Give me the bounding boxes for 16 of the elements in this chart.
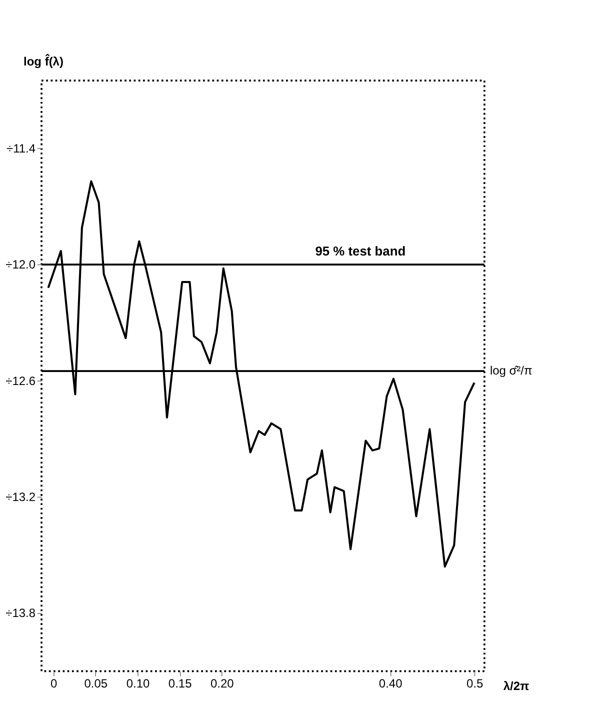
- y-tick-label: ÷12.6: [6, 374, 36, 388]
- y-tick-label: ÷12.0: [6, 258, 36, 272]
- x-tick-label: 0.5: [466, 676, 484, 690]
- x-tick-label: 0: [50, 676, 58, 690]
- y-tick-label: ÷13.2: [6, 490, 36, 504]
- y-tick-label: ÷13.8: [6, 606, 36, 620]
- x-tick-label: 0.10: [126, 676, 150, 690]
- x-tick-label: 0.20: [210, 676, 234, 690]
- y-axis-title: log f̂(λ): [24, 54, 64, 68]
- ref-line-label: log σ̂²/π: [490, 364, 532, 378]
- x-axis-title: λ/2π: [503, 679, 530, 694]
- x-tick-label: 0.15: [168, 676, 192, 690]
- x-tick-label: 0.05: [84, 676, 108, 690]
- x-tick-label: 0.40: [378, 676, 403, 690]
- ref-line-label: 95 % test band: [315, 243, 406, 258]
- y-tick-label: ÷11.4: [6, 142, 36, 156]
